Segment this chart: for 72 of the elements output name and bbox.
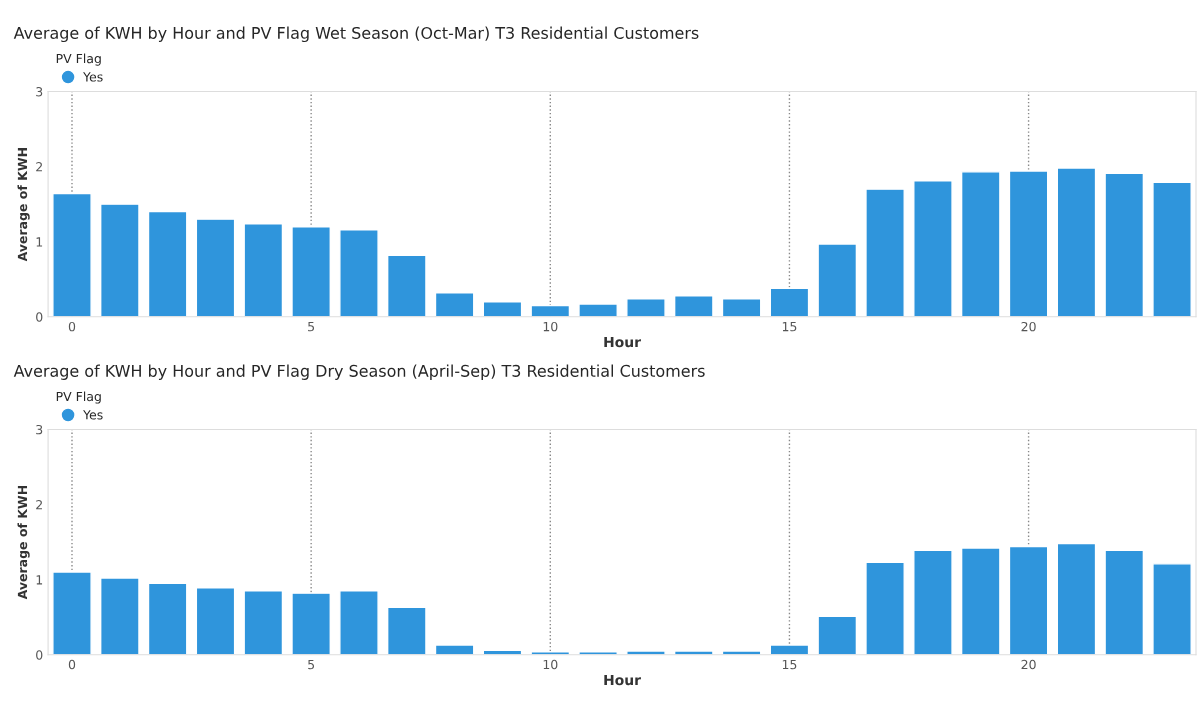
bar bbox=[626, 650, 666, 655]
x-tick-label: 5 bbox=[308, 659, 315, 670]
bar bbox=[195, 218, 236, 317]
y-axis-title: Average of KWH bbox=[17, 148, 30, 262]
bar bbox=[1152, 181, 1192, 317]
bar bbox=[960, 547, 1001, 655]
y-tick-label: 0 bbox=[36, 312, 43, 322]
bar bbox=[52, 192, 92, 317]
bar bbox=[434, 644, 475, 655]
bar bbox=[626, 298, 666, 317]
x-tick-label: 10 bbox=[543, 659, 558, 670]
y-tick-label: 2 bbox=[36, 162, 42, 172]
x-axis-title: Hour bbox=[604, 674, 641, 686]
x-tick-label: 20 bbox=[1021, 659, 1036, 670]
bar bbox=[339, 590, 379, 655]
y-tick-label: 2 bbox=[36, 500, 42, 510]
bar bbox=[52, 571, 92, 655]
y-tick-label: 3 bbox=[36, 86, 43, 97]
x-tick-label: 10 bbox=[543, 321, 558, 332]
bar bbox=[99, 203, 140, 317]
bar bbox=[243, 222, 284, 317]
y-tick-label: 3 bbox=[36, 424, 43, 435]
x-tick-label: 0 bbox=[68, 321, 76, 332]
x-tick-label: 20 bbox=[1021, 321, 1036, 332]
y-tick-label: 1 bbox=[36, 237, 43, 247]
bar bbox=[386, 606, 427, 655]
bar bbox=[960, 171, 1001, 317]
bar bbox=[195, 587, 236, 655]
bar bbox=[769, 644, 810, 655]
bar bbox=[291, 592, 331, 655]
bar bbox=[1152, 563, 1192, 655]
x-tick-label: 5 bbox=[308, 322, 315, 332]
bar bbox=[817, 243, 858, 317]
bar bbox=[913, 549, 953, 655]
x-axis-title: Hour bbox=[604, 336, 641, 348]
y-axis-title: Average of KWH bbox=[17, 485, 30, 600]
legend-label: Yes bbox=[83, 72, 103, 82]
x-tick-label: 15 bbox=[782, 659, 797, 670]
bar bbox=[913, 180, 953, 317]
bar bbox=[482, 301, 523, 317]
bar bbox=[339, 228, 379, 317]
bar bbox=[865, 561, 905, 655]
bar bbox=[147, 582, 188, 655]
legend-title: PV Flag bbox=[56, 53, 101, 66]
bar bbox=[769, 287, 810, 317]
bar bbox=[578, 303, 618, 317]
bar bbox=[147, 210, 188, 317]
bar bbox=[673, 650, 714, 655]
bar bbox=[865, 188, 905, 317]
bar bbox=[1104, 172, 1145, 317]
legend-title: PV Flag bbox=[56, 391, 101, 404]
bar bbox=[243, 590, 284, 655]
bar bbox=[817, 615, 858, 655]
bar bbox=[1056, 167, 1097, 317]
bar bbox=[386, 254, 427, 317]
bar bbox=[721, 298, 762, 317]
y-tick-label: 1 bbox=[36, 575, 43, 585]
bar bbox=[1008, 545, 1049, 655]
bar bbox=[1104, 549, 1145, 655]
y-tick-label: 0 bbox=[36, 650, 43, 660]
bar bbox=[99, 577, 140, 655]
bar bbox=[673, 295, 714, 317]
bar bbox=[434, 292, 475, 317]
bar bbox=[1008, 170, 1049, 317]
legend-label: Yes bbox=[83, 410, 103, 420]
x-tick-label: 0 bbox=[68, 659, 76, 670]
chart-title: Average of KWH by Hour and PV Flag Dry Season (April-Sep) T3 Residential Customers bbox=[13, 364, 705, 380]
x-tick-label: 15 bbox=[782, 322, 797, 332]
bar bbox=[1056, 542, 1097, 655]
chart-title: Average of KWH by Hour and PV Flag Wet Season (Oct-Mar) T3 Residential Customers bbox=[13, 26, 699, 43]
bar bbox=[291, 225, 331, 317]
bar bbox=[530, 304, 571, 317]
